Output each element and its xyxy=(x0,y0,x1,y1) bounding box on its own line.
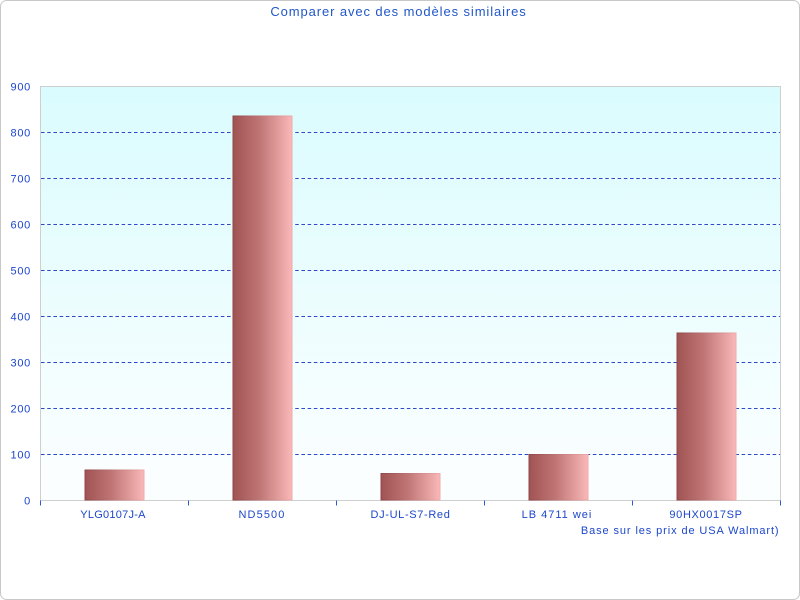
svg-text:Base sur les prix de USA Walma: Base sur les prix de USA Walmart) xyxy=(581,525,780,537)
svg-text:800: 800 xyxy=(11,127,31,139)
svg-text:300: 300 xyxy=(11,357,31,369)
svg-text:500: 500 xyxy=(11,265,31,277)
svg-text:700: 700 xyxy=(11,173,31,185)
svg-text:YLG0107J-A: YLG0107J-A xyxy=(80,509,146,521)
svg-text:400: 400 xyxy=(11,311,31,323)
svg-text:Comparer avec des modèles simi: Comparer avec des modèles similaires xyxy=(270,4,526,19)
svg-text:100: 100 xyxy=(11,449,31,461)
svg-text:0: 0 xyxy=(24,495,31,507)
svg-text:ND5500: ND5500 xyxy=(239,509,286,521)
svg-text:200: 200 xyxy=(11,403,31,415)
svg-text:LB 4711 wei: LB 4711 wei xyxy=(522,509,593,521)
svg-text:900: 900 xyxy=(11,81,31,93)
svg-text:600: 600 xyxy=(11,219,31,231)
svg-text:90HX0017SP: 90HX0017SP xyxy=(669,509,742,521)
svg-text:DJ-UL-S7-Red: DJ-UL-S7-Red xyxy=(371,509,451,521)
